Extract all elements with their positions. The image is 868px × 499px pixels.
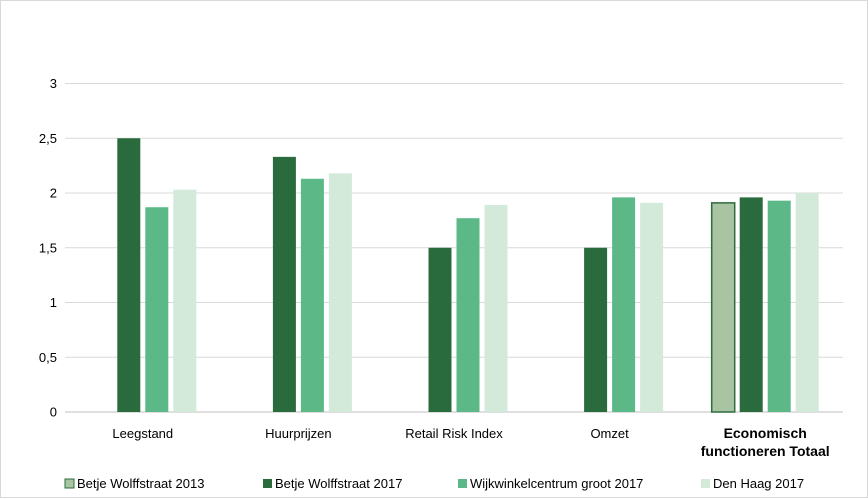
x-tick-label: Huurprijzen xyxy=(265,426,331,441)
bar xyxy=(428,247,452,412)
x-tick-label: Retail Risk Index xyxy=(405,426,503,441)
bar xyxy=(710,202,736,413)
bar xyxy=(173,189,197,412)
bar xyxy=(145,207,169,412)
x-axis-labels: Leegstand Huurprijzen Retail Risk Index Omz… xyxy=(112,425,829,459)
bars xyxy=(117,138,819,413)
bar xyxy=(484,205,508,412)
y-tick-label: 1 xyxy=(50,295,57,310)
y-tick-label: 2 xyxy=(50,186,57,201)
bar xyxy=(767,200,791,412)
x-tick-label: Leegstand xyxy=(112,426,173,441)
y-tick-label: 3 xyxy=(50,76,57,91)
y-tick-label: 0 xyxy=(50,405,57,420)
legend-label: Betje Wolffstraat 2017 xyxy=(275,476,402,491)
bar xyxy=(300,178,324,412)
bar xyxy=(328,173,352,412)
legend-swatch xyxy=(64,478,75,489)
bar xyxy=(456,218,480,412)
x-tick-label: Omzet xyxy=(590,426,629,441)
x-tick-label: functioneren Totaal xyxy=(701,443,830,459)
legend-label: Wijkwinkelcentrum groot 2017 xyxy=(470,476,643,491)
y-axis-labels: 0 0,5 1 1,5 2 2,5 3 xyxy=(39,76,57,420)
legend-label: Betje Wolffstraat 2013 xyxy=(77,476,204,491)
y-tick-label: 1,5 xyxy=(39,240,57,255)
bar xyxy=(612,197,636,412)
x-tick-label: Economisch xyxy=(724,425,807,441)
y-tick-label: 2,5 xyxy=(39,131,57,146)
legend-swatch xyxy=(263,479,272,488)
legend-swatch xyxy=(458,479,467,488)
bar xyxy=(117,138,141,412)
bar xyxy=(584,247,608,412)
legend-label: Den Haag 2017 xyxy=(713,476,804,491)
bar xyxy=(739,197,763,412)
bar xyxy=(640,202,664,412)
legend: Betje Wolffstraat 2013 Betje Wolffstraat … xyxy=(64,476,804,491)
bar xyxy=(795,193,819,412)
y-tick-label: 0,5 xyxy=(39,350,57,365)
legend-swatch xyxy=(701,479,710,488)
bar xyxy=(272,156,296,412)
